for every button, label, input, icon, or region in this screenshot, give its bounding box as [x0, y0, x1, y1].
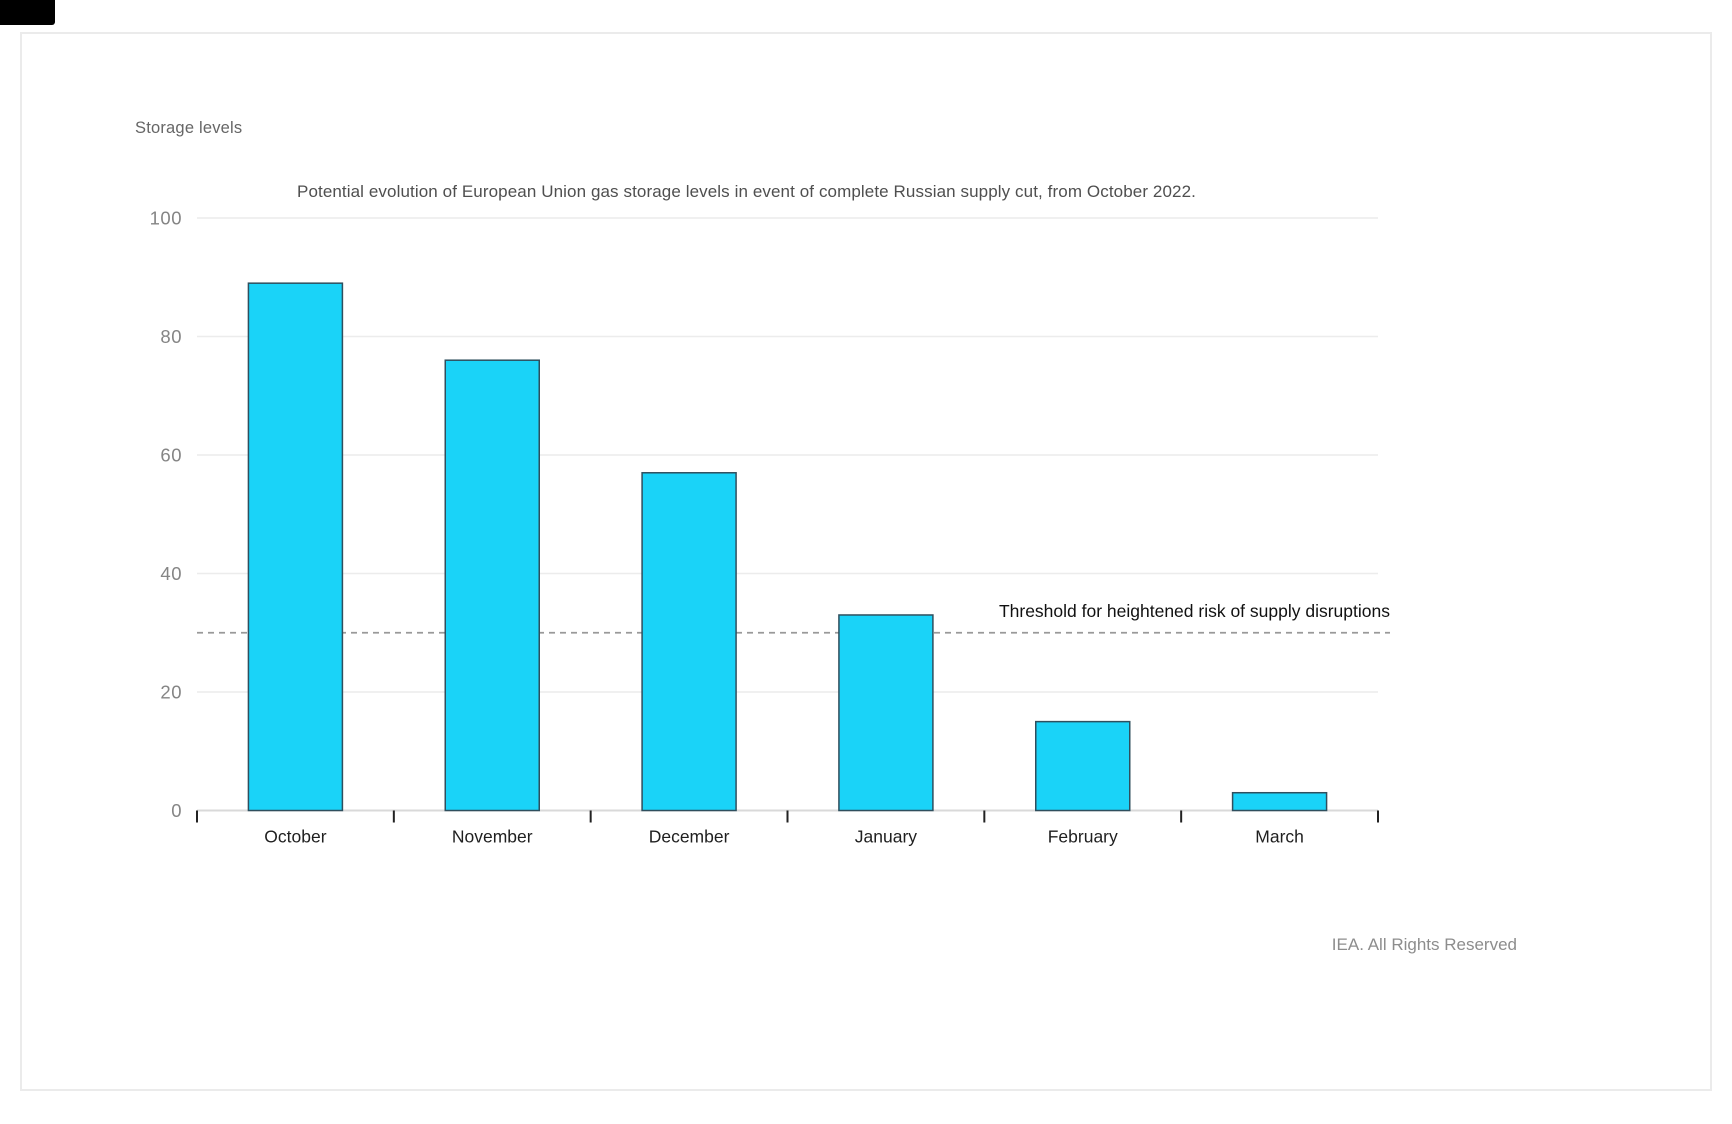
chart-title: Potential evolution of European Union ga… — [297, 182, 1196, 201]
bar-january[interactable] — [838, 614, 934, 812]
y-axis-label-0: 0 — [171, 800, 182, 821]
bar-october[interactable] — [247, 282, 344, 812]
x-axis-label-march: March — [1255, 827, 1304, 847]
y-axis-title: Storage levels — [135, 119, 243, 137]
screen-corner-mark — [0, 0, 55, 25]
x-axis-label-november: November — [452, 827, 533, 847]
threshold-annotation: Threshold for heightened risk of supply … — [998, 601, 1390, 621]
y-axis-label-40: 40 — [160, 563, 182, 584]
y-axis-label-100: 100 — [150, 208, 182, 229]
x-axis-label-february: February — [1048, 827, 1118, 847]
y-axis-label-20: 20 — [160, 682, 182, 703]
x-axis-label-december: December — [649, 827, 730, 847]
x-axis-label-october: October — [264, 827, 326, 847]
bar-november[interactable] — [444, 359, 540, 812]
x-axis-label-january: January — [855, 827, 918, 847]
bar-february[interactable] — [1035, 720, 1131, 812]
copyright-footer: IEA. All Rights Reserved — [1331, 935, 1517, 954]
bar-march[interactable] — [1231, 791, 1328, 812]
y-axis-label-60: 60 — [160, 445, 182, 466]
y-axis-label-80: 80 — [160, 326, 182, 347]
bar-december[interactable] — [641, 472, 737, 812]
